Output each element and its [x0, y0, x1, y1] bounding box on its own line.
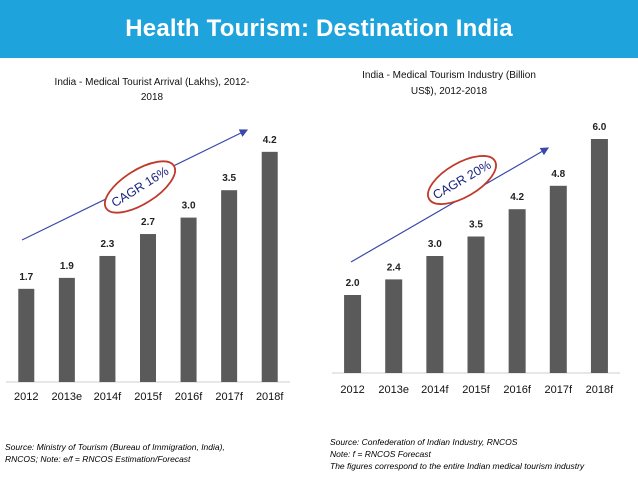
arrival-chart-title: 2018 — [141, 92, 164, 103]
arrival-cagr-ellipse — [104, 160, 176, 214]
arrival-tick-label: 2018f — [256, 391, 284, 403]
page-title: Health Tourism: Destination India — [125, 15, 513, 42]
arrival-tick-label: 2013e — [52, 391, 83, 403]
arrival-bar — [180, 217, 197, 382]
industry-bar — [549, 185, 567, 373]
right-source-line: Note: f = RNCOS Forecast — [330, 449, 431, 459]
industry-value-label: 2.4 — [387, 262, 401, 273]
industry-trend-arrow — [350, 147, 550, 263]
left-source-note: Source: Ministry of Tourism (Bureau of I… — [5, 441, 225, 465]
arrival-value-label: 1.7 — [19, 272, 33, 283]
industry-value-label: 2.0 — [346, 278, 360, 289]
arrival-tick-label: 2014f — [94, 391, 122, 403]
industry-tick-label: 2013e — [378, 384, 409, 396]
industry-value-label: 4.2 — [510, 192, 524, 203]
arrival-value-label: 4.2 — [263, 135, 277, 146]
industry-tick-label: 2018f — [586, 384, 614, 396]
arrival-tick-label: 2017f — [215, 391, 243, 403]
industry-chart-title: India - Medical Tourism Industry (Billio… — [362, 70, 536, 81]
industry-bar — [508, 209, 526, 373]
arrival-value-label: 3.5 — [222, 173, 236, 184]
arrival-value-label: 2.3 — [100, 239, 114, 250]
right-source-line: Source: Confederation of Indian Industry… — [330, 437, 518, 447]
arrival-bar — [18, 288, 35, 382]
industry-bar — [590, 139, 608, 373]
arrival-bar — [221, 190, 238, 382]
industry-tick-label: 2014f — [421, 384, 449, 396]
right-source-line: The figures correspond to the entire Ind… — [330, 461, 585, 471]
arrival-bar — [99, 255, 116, 382]
arrival-bar — [140, 234, 156, 382]
industry-cagr-ellipse — [427, 155, 497, 205]
industry-chart-title: US$), 2012-2018 — [411, 86, 488, 97]
arrival-tick-label: 2012 — [14, 391, 38, 403]
industry-value-label: 3.0 — [428, 239, 442, 250]
industry-value-label: 6.0 — [592, 122, 606, 133]
industry-bar — [426, 256, 444, 373]
industry-tick-label: 2015f — [462, 384, 490, 396]
arrival-bar — [261, 151, 278, 382]
left-source-line: Source: Ministry of Tourism (Bureau of I… — [5, 442, 225, 452]
right-source-note: Source: Confederation of Indian Industry… — [330, 436, 584, 472]
arrival-value-label: 2.7 — [141, 217, 155, 228]
title-banner: Health Tourism: Destination India — [0, 0, 638, 58]
industry-bar — [385, 279, 403, 373]
arrival-chart-title: India - Medical Tourist Arrival (Lakhs),… — [55, 77, 250, 88]
industry-tick-label: 2012 — [340, 384, 364, 396]
industry-bar — [467, 236, 485, 373]
arrival-value-label: 3.0 — [182, 201, 196, 212]
left-source-line: RNCOS; Note: e/f = RNCOS Estimation/Fore… — [5, 454, 191, 464]
industry-tick-label: 2017f — [545, 384, 573, 396]
industry-value-label: 3.5 — [469, 220, 483, 231]
arrival-bar — [58, 277, 75, 382]
arrival-tick-label: 2016f — [175, 391, 203, 403]
industry-tick-label: 2016f — [503, 384, 531, 396]
industry-value-label: 4.8 — [551, 169, 565, 180]
arrival-value-label: 1.9 — [60, 261, 74, 272]
industry-bar — [344, 295, 362, 373]
arrival-tick-label: 2015f — [134, 391, 162, 403]
